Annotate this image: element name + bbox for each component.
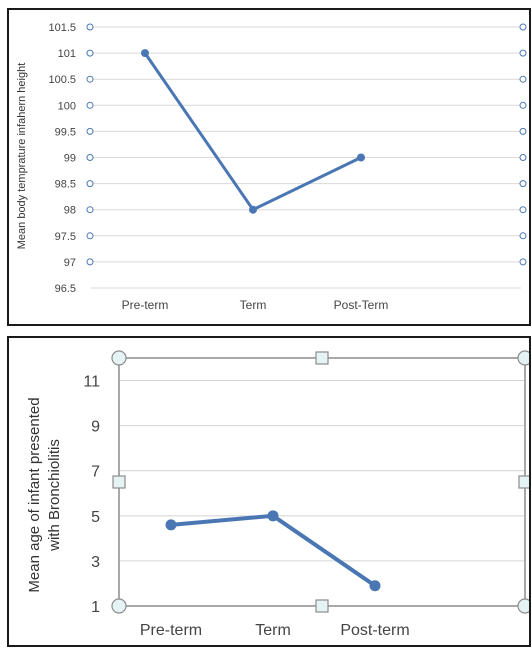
chart-mean-age-bronchiolitis: 11 9 7 5 3 1 Pre-term Term Post-term Mean age o…: [7, 336, 531, 647]
chart2-x-tick-label: Term: [255, 622, 291, 639]
chart1-resize-handle[interactable]: [86, 101, 94, 109]
chart2-y-tick-label: 5: [91, 509, 100, 526]
chart2-side-resize-handle[interactable]: [112, 475, 126, 489]
chart2-data-point: [267, 510, 279, 522]
chart1-x-tick-label: Term: [240, 298, 267, 312]
chart1-y-tick-label: 98.5: [55, 179, 76, 191]
chart1-resize-handle[interactable]: [519, 127, 527, 135]
chart1-y-tick-label: 101.5: [48, 22, 76, 34]
chart1-resize-handle[interactable]: [86, 49, 94, 57]
chart2-series-line: [170, 513, 377, 588]
chart1-svg: 101.5 101 100.5 100 99.5 99 98.5 98 97.5 97 96.5 P…: [16, 22, 527, 312]
chart2-selection-frame: [118, 357, 526, 607]
chart2-side-resize-handle[interactable]: [315, 351, 329, 365]
chart1-y-tick-label: 101: [58, 48, 76, 60]
chart1-resize-handle[interactable]: [519, 232, 527, 240]
chart2-corner-resize-handle[interactable]: [517, 350, 529, 366]
chart2-x-tick-label: Post-term: [340, 622, 409, 639]
chart2-y-tick-label: 1: [91, 599, 100, 616]
chart1-resize-handle[interactable]: [86, 127, 94, 135]
chart2-y-tick-label: 11: [83, 374, 100, 391]
chart1-resize-handle[interactable]: [86, 206, 94, 214]
chart1-resize-handle[interactable]: [86, 75, 94, 83]
chart2-y-tick-label: 7: [91, 464, 100, 481]
chart1-resize-handle[interactable]: [86, 258, 94, 266]
chart1-resize-handle[interactable]: [86, 154, 94, 161]
chart1-data-point: [141, 49, 149, 58]
chart1-resize-handle[interactable]: [86, 232, 94, 240]
chart1-resize-handle[interactable]: [519, 101, 527, 109]
chart1-y-tick-label: 96.5: [55, 283, 76, 295]
chart1-y-axis-label: Mean body temprature infahern height: [16, 63, 28, 250]
chart1-resize-handle[interactable]: [519, 154, 527, 161]
chart2-corner-resize-handle[interactable]: [111, 598, 127, 614]
chart-body-temperature: 101.5 101 100.5 100 99.5 99 98.5 98 97.5 97 96.5 P…: [7, 8, 531, 326]
chart1-x-tick-label: Post-Term: [334, 298, 389, 312]
chart2-x-tick-label: Pre-term: [140, 622, 202, 639]
chart1-resize-handle[interactable]: [519, 49, 527, 57]
chart2-data-point: [165, 519, 177, 531]
chart1-y-tick-label: 97.5: [55, 231, 76, 243]
chart1-y-tick-label: 99: [64, 153, 76, 165]
chart1-x-tick-label: Pre-term: [122, 298, 169, 312]
chart1-resize-handle[interactable]: [519, 258, 527, 266]
chart2-side-resize-handle[interactable]: [518, 475, 529, 489]
chart1-resize-handle[interactable]: [519, 180, 527, 188]
chart2-y-axis-label-line-1: Mean age of infant presented: [26, 397, 43, 592]
chart1-y-tick-label: 100: [58, 100, 76, 112]
chart1-resize-handle[interactable]: [519, 75, 527, 83]
chart1-y-tick-label: 100.5: [48, 74, 76, 86]
chart2-corner-resize-handle[interactable]: [517, 598, 529, 614]
chart2-y-axis-label-line-2: with Bronchiolitis: [46, 439, 63, 552]
chart1-y-tick-label: 98: [64, 205, 76, 217]
chart2-svg: 11 9 7 5 3 1 Pre-term Term Post-term Mean age o…: [26, 350, 529, 639]
chart1-data-point: [249, 205, 257, 214]
chart1-resize-handle[interactable]: [519, 206, 527, 214]
chart1-y-tick-label: 99.5: [55, 126, 76, 138]
chart2-corner-resize-handle[interactable]: [111, 350, 127, 366]
chart1-resize-handle[interactable]: [519, 23, 527, 31]
chart1-data-point: [357, 153, 365, 162]
chart2-side-resize-handle[interactable]: [315, 599, 329, 613]
chart1-resize-handle[interactable]: [86, 180, 94, 188]
chart1-resize-handle[interactable]: [86, 23, 94, 31]
chart2-y-tick-label: 3: [91, 554, 100, 571]
chart2-y-tick-label: 9: [91, 419, 100, 436]
chart1-y-tick-label: 97: [64, 257, 76, 269]
chart2-data-point: [369, 580, 381, 592]
